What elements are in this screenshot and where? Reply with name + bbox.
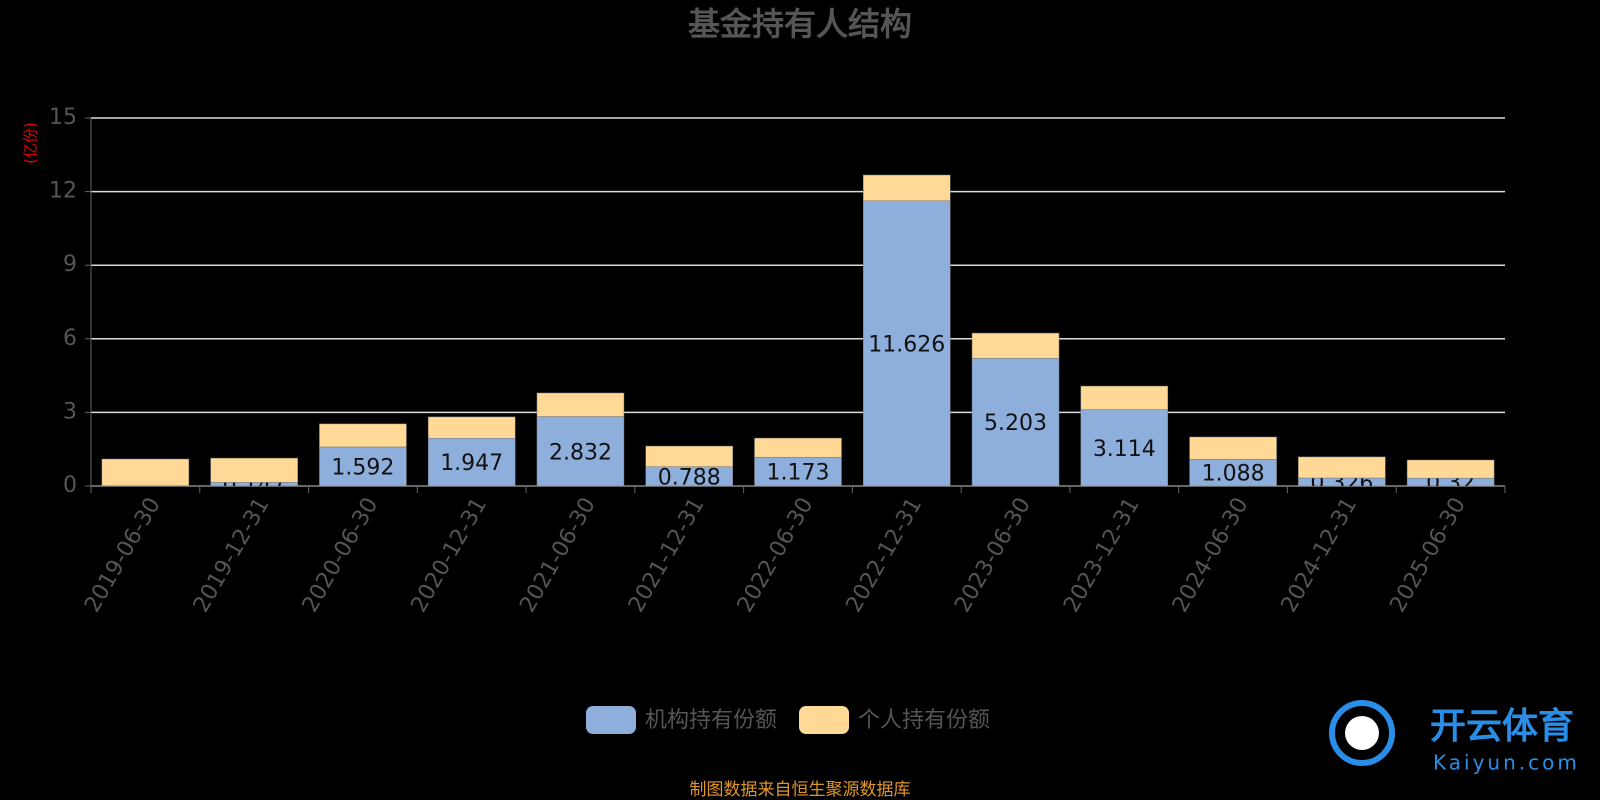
watermark-brand: 开云体育 [1430, 706, 1574, 747]
data-label: 3.114 [1093, 437, 1156, 462]
data-label: 1.088 [1202, 462, 1265, 487]
y-tick-label: 3 [63, 399, 77, 424]
y-axis-label: (亿份) [22, 122, 40, 164]
data-label: 2.832 [549, 440, 612, 465]
bar-segment [754, 437, 842, 458]
bar-segment [536, 392, 625, 417]
source-note: 制图数据来自恒生聚源数据库 [690, 780, 911, 800]
data-label: 0.788 [658, 465, 721, 490]
bar-segment [863, 174, 951, 202]
x-tick-label: 2025-06-30 [1385, 494, 1471, 617]
bar-segment [645, 445, 733, 467]
chart-title: 基金持有人结构 [688, 5, 912, 43]
x-tick-label: 2020-12-31 [407, 494, 493, 617]
y-tick-label: 9 [63, 252, 77, 277]
bar-segment [319, 423, 407, 448]
y-tick-label: 0 [63, 473, 77, 498]
data-label: 11.626 [868, 332, 945, 357]
logo-ball [1345, 716, 1379, 750]
bar-segment [1406, 459, 1495, 479]
x-tick-label: 2023-06-30 [950, 494, 1036, 617]
bar-segment [427, 416, 516, 439]
bar-segment [971, 358, 1060, 486]
bar-segment [1080, 385, 1169, 410]
x-tick-label: 2023-12-31 [1059, 494, 1145, 617]
watermark-site: Kaiyun.com [1433, 751, 1580, 775]
y-tick-label: 15 [49, 105, 77, 130]
x-tick-label: 2019-06-30 [80, 494, 166, 617]
x-tick-label: 2024-06-30 [1168, 494, 1254, 617]
bar-segment [1189, 436, 1277, 460]
legend-label: 机构持有份额 [645, 708, 777, 733]
data-label: 1.592 [331, 455, 394, 480]
legend-swatch [586, 706, 636, 734]
data-label: 1.173 [767, 461, 830, 486]
bar-segment [971, 332, 1060, 359]
bar-segment [427, 437, 516, 486]
x-tick-label: 2022-06-30 [733, 494, 819, 617]
y-tick-label: 6 [63, 326, 77, 351]
bar-segment [1298, 456, 1386, 479]
watermark: 开云体育 Kaiyun.com [1329, 700, 1580, 775]
bar-segment [319, 446, 407, 486]
x-tick-label: 2022-12-31 [842, 494, 928, 617]
bar-segment [210, 457, 298, 483]
bar-segment [101, 458, 190, 486]
data-label: 5.203 [984, 411, 1047, 436]
x-tick-label: 2020-06-30 [298, 494, 384, 617]
x-tick-label: 2021-12-31 [624, 494, 710, 617]
bar-segment [536, 416, 625, 486]
bar-segment [754, 456, 842, 486]
x-tick-label: 2024-12-31 [1277, 494, 1363, 617]
data-label: 1.947 [440, 451, 503, 476]
x-tick-label: 2021-06-30 [515, 494, 601, 617]
legend-swatch [799, 706, 850, 734]
bar-segment [1080, 409, 1169, 486]
legend-label: 个人持有份额 [858, 708, 990, 733]
x-tick-label: 2019-12-31 [189, 494, 275, 617]
y-tick-label: 12 [49, 179, 77, 204]
bar-segment [863, 200, 951, 486]
logo-ring [1329, 700, 1395, 766]
